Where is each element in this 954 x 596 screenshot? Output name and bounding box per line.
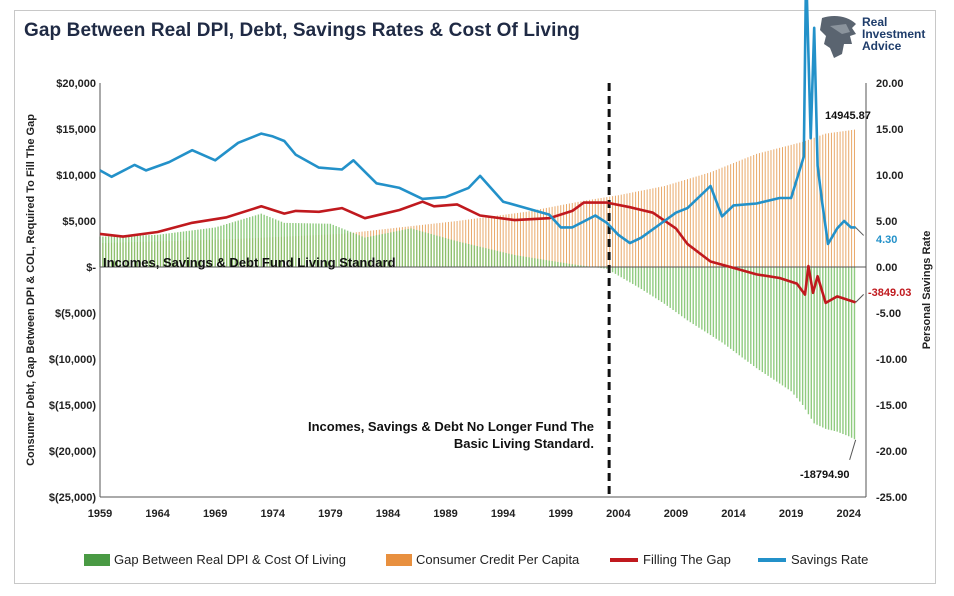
x-tick-label: 1984 — [376, 508, 401, 520]
y-tick-label: $(20,000) — [49, 446, 96, 458]
y2-tick-label: 15.00 — [876, 124, 904, 136]
brand-logo: Real Investment Advice — [816, 14, 934, 60]
legend-item-filling: Filling The Gap — [610, 552, 731, 567]
x-tick-label: 1959 — [88, 508, 112, 520]
y-tick-label: $10,000 — [56, 170, 96, 182]
x-tick-label: 2019 — [779, 508, 803, 520]
legend-item-savings: Savings Rate — [758, 552, 868, 567]
chart-title: Gap Between Real DPI, Debt, Savings Rate… — [24, 20, 580, 41]
x-tick-label: 2009 — [664, 508, 688, 520]
y2-tick-label: 10.00 — [876, 170, 904, 182]
logo-line-2: Investment — [862, 27, 926, 41]
logo-line-1: Real — [862, 15, 888, 29]
y2-axis-title: Personal Savings Rate — [921, 231, 933, 350]
y2-tick-label: -15.00 — [876, 400, 907, 412]
legend-item-credit: Consumer Credit Per Capita — [386, 552, 579, 567]
legend-line-savings — [758, 557, 786, 562]
savings-rate-line — [99, 0, 856, 246]
y-tick-label: $(5,000) — [55, 308, 96, 320]
lion-head-icon — [820, 16, 856, 58]
x-tick-label: 1994 — [491, 508, 516, 520]
filling-end-leader — [855, 294, 864, 303]
y-tick-label: $15,000 — [56, 124, 96, 136]
y-tick-label: $(15,000) — [49, 400, 96, 412]
y-axis-title: Consumer Debt, Gap Between DPI & COL, Re… — [25, 114, 37, 466]
annotation-no-longer-fund-line-1: Incomes, Savings & Debt No Longer Fund T… — [308, 419, 594, 434]
gap-bars — [99, 213, 856, 440]
credit-end-label: 14945.87 — [825, 110, 871, 122]
chart-svg: $20,000 $15,000 $10,000 $5,000 $- $(5,000) $(1… — [25, 0, 933, 520]
y2-tick-label: -20.00 — [876, 446, 907, 458]
y-tick-label: $(10,000) — [49, 354, 96, 366]
savings-end-leader — [855, 227, 864, 236]
x-tick-label: 2004 — [606, 508, 631, 520]
filling-end-label: -3849.03 — [868, 287, 911, 299]
x-tick-label: 1974 — [261, 508, 286, 520]
filling-the-gap-line — [99, 200, 857, 305]
x-tick-label: 1999 — [549, 508, 573, 520]
y-tick-label: $20,000 — [56, 78, 96, 90]
x-tick-label: 1979 — [318, 508, 342, 520]
logo-line-3: Advice — [862, 39, 902, 53]
gap-end-label: -18794.90 — [800, 469, 850, 481]
savings-end-label: 4.30 — [876, 234, 897, 246]
y2-tick-label: 20.00 — [876, 78, 904, 90]
legend: Gap Between Real DPI & Cost Of Living Co… — [0, 552, 954, 570]
series-lines — [99, 0, 857, 305]
y2-tick-label: 0.00 — [876, 262, 897, 274]
y-tick-label: $(25,000) — [49, 492, 96, 504]
y-tick-label: $5,000 — [62, 216, 96, 228]
gap-end-leader — [849, 439, 857, 461]
legend-swatch-gap — [84, 553, 110, 566]
axes — [99, 83, 867, 498]
legend-item-gap: Gap Between Real DPI & Cost Of Living — [84, 552, 346, 567]
axis-labels: $20,000 $15,000 $10,000 $5,000 $- $(5,000) $(1… — [25, 78, 933, 520]
legend-line-filling — [610, 557, 638, 562]
y2-tick-label: 5.00 — [876, 216, 897, 228]
y-tick-label: $- — [86, 262, 96, 274]
x-tick-label: 2014 — [721, 508, 746, 520]
x-tick-label: 2024 — [836, 508, 861, 520]
y2-tick-label: -25.00 — [876, 492, 907, 504]
y2-tick-label: -10.00 — [876, 354, 907, 366]
legend-label-savings: Savings Rate — [791, 552, 869, 567]
annotation-no-longer-fund-line-2: Basic Living Standard. — [454, 436, 594, 451]
legend-label-gap: Gap Between Real DPI & Cost Of Living — [114, 552, 346, 567]
x-tick-label: 1969 — [203, 508, 227, 520]
annotation-fund: Incomes, Savings & Debt Fund Living Stan… — [103, 255, 396, 270]
legend-swatch-credit — [386, 553, 412, 566]
x-tick-label: 1964 — [145, 508, 170, 520]
y2-tick-label: -5.00 — [876, 308, 901, 320]
legend-label-credit: Consumer Credit Per Capita — [416, 552, 580, 567]
legend-label-filling: Filling The Gap — [643, 552, 731, 567]
x-tick-label: 1989 — [433, 508, 457, 520]
